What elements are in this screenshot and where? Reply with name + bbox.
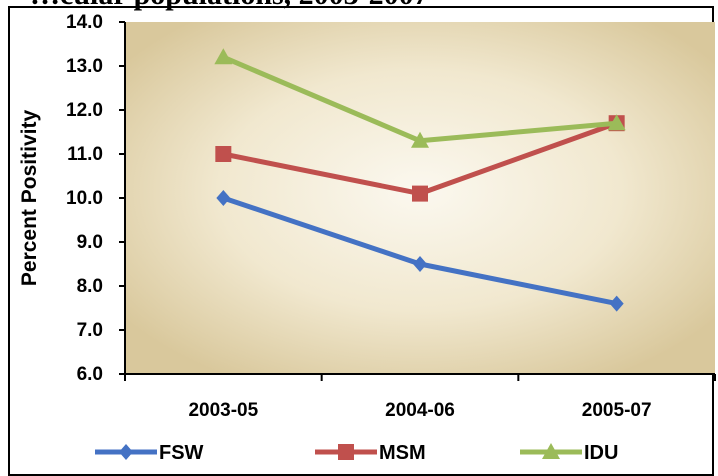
legend-marker-fsw: [119, 444, 133, 460]
legend-marker-msm: [338, 444, 354, 460]
data-point-fsw: [216, 190, 231, 206]
axes: 6.0 7.0 8.0 9.0 10.0 11.0 12.0 13.0 14.0 2003-05 2…: [66, 12, 716, 421]
y-tick-label: 12.0: [66, 100, 103, 121]
x-tick-label: 2003-05: [188, 400, 258, 421]
data-point-fsw: [609, 295, 624, 312]
data-point-idu: [411, 131, 429, 148]
x-tick-label: 2004-06: [385, 400, 455, 421]
y-tick-label: 8.0: [77, 276, 103, 297]
y-axis-label: Percent Positivity: [18, 110, 41, 287]
y-tick-label: 6.0: [77, 364, 103, 385]
clipped-chart-title: …cular populations, 2003-2007: [30, 0, 429, 12]
data-point-msm: [412, 185, 428, 202]
data-point-idu: [607, 114, 626, 131]
y-tick-label: 9.0: [77, 232, 103, 253]
series-group: [214, 48, 626, 312]
x-tick-label: 2005-07: [582, 400, 652, 421]
data-point-msm: [215, 146, 232, 162]
legend-label-msm: MSM: [379, 442, 426, 464]
y-tick-label: 13.0: [66, 56, 103, 77]
y-tick-label: 10.0: [66, 188, 103, 209]
y-tick-label: 7.0: [77, 320, 103, 341]
y-tick-label: 11.0: [67, 144, 103, 165]
legend-label-idu: IDU: [584, 442, 618, 464]
legend-label-fsw: FSW: [159, 442, 204, 464]
data-point-fsw: [413, 256, 427, 272]
y-tick-label: 14.0: [66, 12, 103, 33]
data-point-idu: [214, 48, 233, 65]
legend: FSW MSM IDU: [95, 442, 618, 464]
legend-marker-idu: [542, 443, 560, 459]
